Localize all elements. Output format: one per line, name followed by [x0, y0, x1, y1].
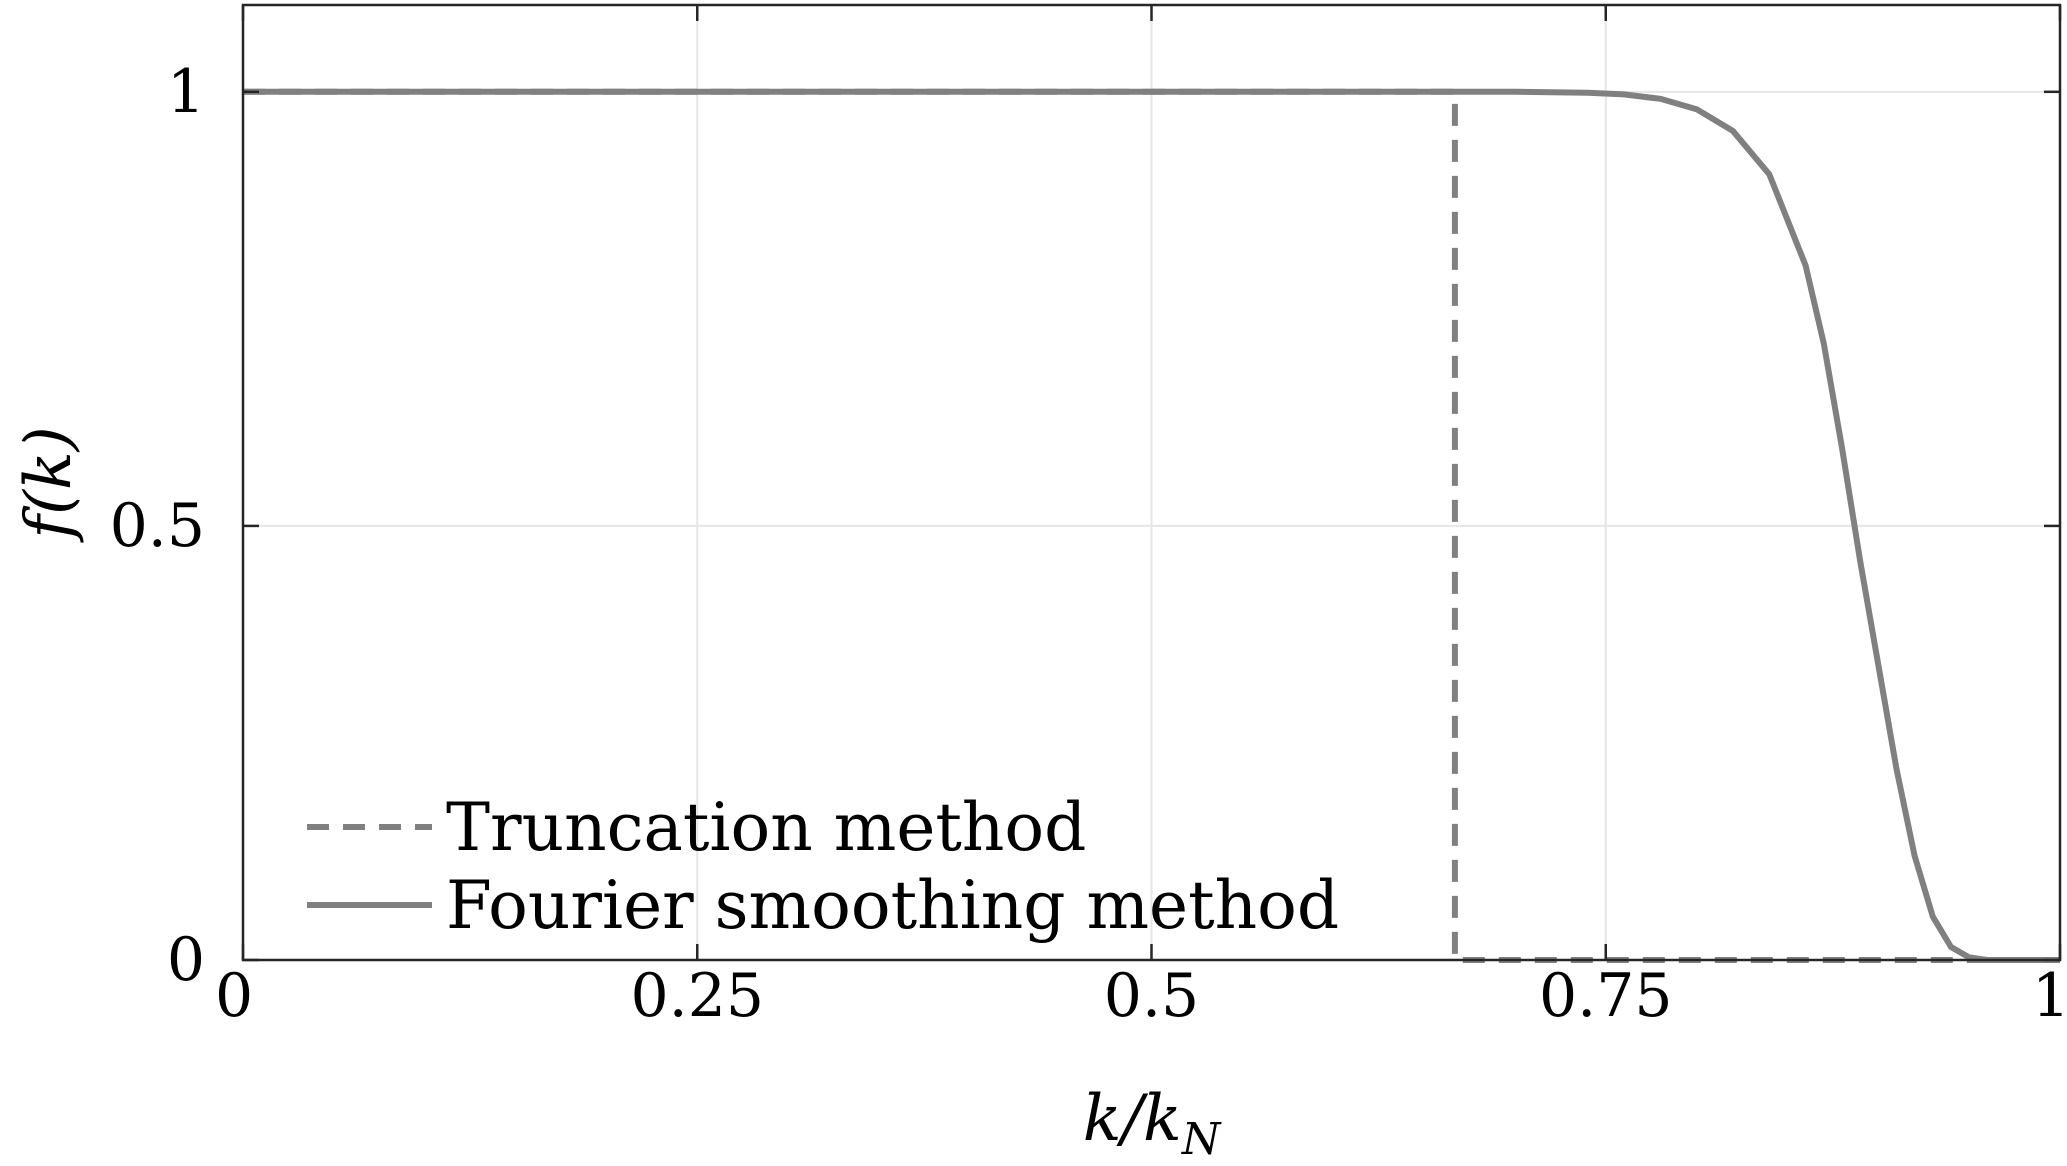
x-tick-label: 0.5	[1104, 961, 1199, 1031]
x-axis-label: k/kN	[1083, 1082, 1222, 1165]
y-tick-label: 1	[167, 57, 205, 127]
x-tick-label: 0.75	[1539, 961, 1673, 1031]
x-tick-label: 1	[2032, 961, 2067, 1031]
x-tick-label: 0	[215, 961, 253, 1031]
x-tick-label: 0.25	[630, 961, 764, 1031]
legend-label-2: Fourier smoothing method	[446, 867, 1339, 944]
y-tick-label: 0	[167, 925, 205, 995]
tick-labels: 0 0.25 0.5 0.75 1 0 0.5 1	[110, 57, 2067, 1031]
series-line-2	[243, 88, 2060, 963]
legend-label-1: Truncation method	[446, 789, 1086, 866]
y-tick-label: 0.5	[110, 491, 205, 561]
axis-ticks	[241, 5, 2062, 962]
y-axis-label: f(k)	[12, 426, 86, 542]
